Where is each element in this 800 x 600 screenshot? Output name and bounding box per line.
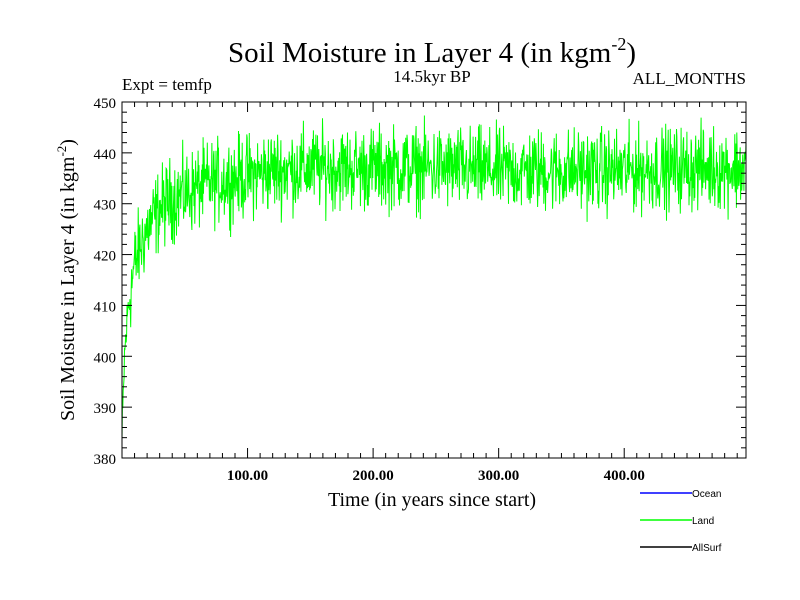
x-tick-label: 100.00 bbox=[227, 468, 268, 484]
chart-title-sup: -2 bbox=[611, 34, 626, 54]
series-land-line bbox=[121, 115, 747, 441]
x-tick-labels: 100.00 200.00 300.00 400.00 bbox=[227, 468, 645, 484]
y-axis-label-sup: -2 bbox=[54, 146, 69, 157]
y-tick-labels: 380 390 400 410 420 430 440 450 bbox=[94, 96, 117, 468]
y-axis-label-close: ) bbox=[57, 139, 79, 146]
chart-title-close: ) bbox=[626, 37, 636, 69]
axis-ticks bbox=[122, 102, 746, 458]
subtitle-right: ALL_MONTHS bbox=[633, 69, 746, 88]
y-tick-label: 410 bbox=[94, 299, 117, 315]
plot-frame bbox=[121, 101, 747, 459]
x-axis-label: Time (in years since start) bbox=[328, 489, 536, 511]
y-tick-label: 440 bbox=[94, 147, 117, 163]
subtitle-center: 14.5kyr BP bbox=[393, 67, 470, 86]
chart-title: Soil Moisture in Layer 4 (in kgm-2) bbox=[228, 34, 636, 69]
legend-label-allsurf: AllSurf bbox=[692, 543, 722, 554]
y-tick-label: 380 bbox=[94, 452, 117, 468]
y-tick-label: 450 bbox=[94, 96, 117, 112]
y-axis-label-text: Soil Moisture in Layer 4 (in kgm bbox=[57, 156, 79, 421]
plot-area bbox=[121, 101, 747, 459]
y-tick-label: 420 bbox=[94, 249, 117, 265]
y-tick-label: 400 bbox=[94, 350, 117, 366]
chart-title-text: Soil Moisture in Layer 4 (in kgm bbox=[228, 37, 612, 69]
legend-label-land: Land bbox=[692, 516, 714, 527]
y-axis-label: Soil Moisture in Layer 4 (in kgm-2) bbox=[54, 139, 79, 421]
legend: Ocean Land AllSurf bbox=[640, 489, 722, 554]
y-tick-label: 390 bbox=[94, 401, 117, 417]
legend-label-ocean: Ocean bbox=[692, 489, 721, 500]
x-tick-label: 200.00 bbox=[352, 468, 393, 484]
x-tick-label: 400.00 bbox=[604, 468, 645, 484]
y-tick-label: 430 bbox=[94, 198, 117, 214]
x-tick-label: 300.00 bbox=[478, 468, 519, 484]
subtitle-left: Expt = temfp bbox=[122, 75, 212, 94]
